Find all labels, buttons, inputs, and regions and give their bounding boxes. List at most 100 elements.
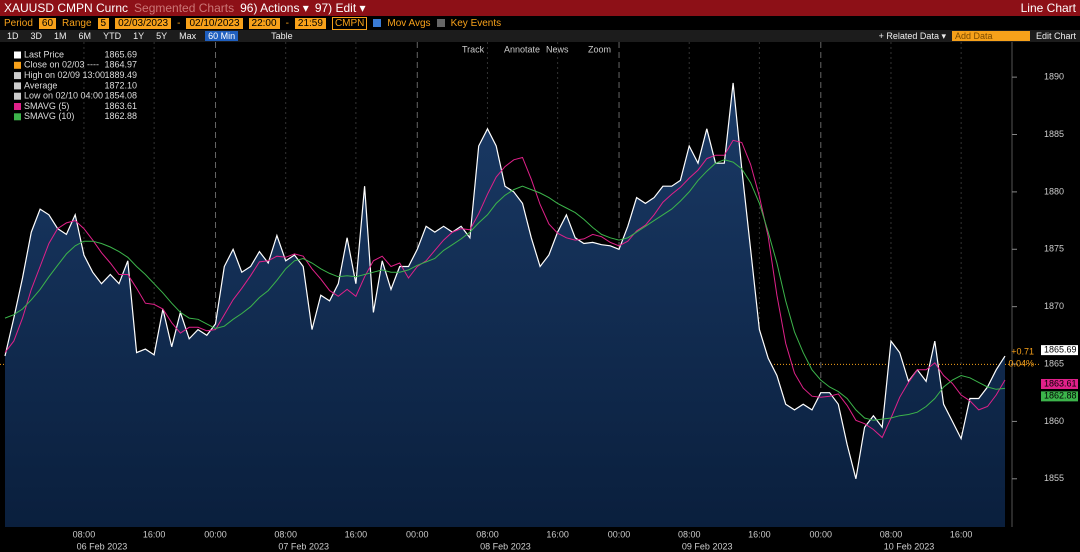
range-button[interactable]: 1Y <box>133 31 145 41</box>
y-tick-label: 1880 <box>1044 186 1064 196</box>
y-tick-label: 1875 <box>1044 244 1064 254</box>
series-line <box>4 139 1006 439</box>
x-tick-label: 16:00 <box>345 529 368 539</box>
y-tick-label: 1885 <box>1044 129 1064 139</box>
range-button[interactable]: Max <box>179 31 197 41</box>
x-tick-label: 00:00 <box>810 529 833 539</box>
legend-swatch <box>14 61 21 69</box>
x-tick-label: 08:00 <box>274 529 297 539</box>
x-tick-label: 00:00 <box>608 529 631 539</box>
legend-value: 1865.69 <box>104 49 137 59</box>
security[interactable]: XAUUSD CMPN Curnc <box>4 1 129 15</box>
date-label: 08 Feb 2023 <box>480 541 531 551</box>
legend-label: High on 02/09 13:00 <box>24 70 105 80</box>
tool: Zoom <box>588 44 611 54</box>
x-tick-label: 08:00 <box>476 529 499 539</box>
change: +0.71 <box>1011 346 1034 356</box>
start-date[interactable]: 02/03/2023 <box>115 17 172 29</box>
chart: Track Annotate News Zoom 1855 1860 1865 1870 187… <box>0 42 1078 551</box>
dash: - <box>177 17 181 29</box>
value-badge-label: 1863.61 <box>1044 378 1077 388</box>
series-line <box>4 159 1006 421</box>
add-data[interactable]: Add Data <box>951 31 1030 41</box>
range[interactable]: 5 <box>97 17 110 29</box>
legend-swatch <box>14 82 21 90</box>
date-label: 09 Feb 2023 <box>682 541 733 551</box>
range-button[interactable]: 5Y <box>156 31 168 41</box>
label: Period <box>4 17 33 29</box>
change-pct: 0.04% <box>1008 358 1034 368</box>
series-line <box>4 82 1006 479</box>
value-badge-label: 1862.88 <box>1044 391 1077 401</box>
checkbox[interactable] <box>436 19 445 27</box>
date-label: 06 Feb 2023 <box>77 541 128 551</box>
legend-value: 1864.97 <box>104 60 137 70</box>
x-tick-label: 16:00 <box>143 529 166 539</box>
y-tick-label: 1865 <box>1044 358 1064 368</box>
tool: Track <box>462 44 485 54</box>
range-button[interactable]: 6M <box>78 31 92 41</box>
legend-label: SMAVG (5) <box>24 101 69 111</box>
y-tick-label: 1870 <box>1044 301 1064 311</box>
x-tick-label: 00:00 <box>406 529 429 539</box>
legend-swatch <box>14 72 21 80</box>
y-tick-label: 1890 <box>1044 72 1064 82</box>
legend-label: Close on 02/03 ---- <box>24 60 99 70</box>
chart-kind: Line Chart <box>1020 1 1076 15</box>
legend-label: Low on 02/10 04:00 <box>24 91 103 101</box>
start-time[interactable]: 22:00 <box>248 17 280 29</box>
legend-label: SMAVG (10) <box>24 111 74 121</box>
y-tick-label: 1860 <box>1044 416 1064 426</box>
legend-value: 1889.49 <box>104 70 137 80</box>
legend-value: 1854.08 <box>104 91 137 101</box>
actions[interactable]: 96) Actions ▾ <box>240 1 309 15</box>
mov-avgs[interactable]: Mov Avgs <box>387 17 431 29</box>
x-tick-label: 08:00 <box>73 529 96 539</box>
label: Range <box>62 17 92 29</box>
tool: Annotate <box>504 44 540 54</box>
x-tick-label: 16:00 <box>950 529 973 539</box>
value-badge <box>1041 345 1078 356</box>
legend-swatch <box>14 51 21 59</box>
tool: News <box>546 44 569 54</box>
x-tick-label: 08:00 <box>880 529 903 539</box>
end-time[interactable]: 21:59 <box>294 17 326 29</box>
range-button[interactable]: 1D <box>7 31 19 41</box>
value-badge-label: 1865.69 <box>1044 344 1077 354</box>
edit-chart[interactable]: Edit Chart <box>1035 31 1076 41</box>
range-button[interactable]: 3D <box>30 31 43 41</box>
checkbox[interactable] <box>373 19 382 27</box>
legend-value: 1862.88 <box>104 111 137 121</box>
legend-label: Last Price <box>24 49 64 59</box>
legend-swatch <box>14 103 21 110</box>
period[interactable]: 60 <box>38 17 57 29</box>
legend-swatch <box>14 92 21 100</box>
title-bar: XAUUSD CMPN Curnc Segmented Charts 96) A… <box>0 0 1080 16</box>
range-button[interactable]: 1M <box>54 31 67 41</box>
segmented[interactable]: Segmented Charts <box>134 1 235 15</box>
legend-value: 1863.61 <box>104 101 137 111</box>
x-tick-label: 16:00 <box>748 529 771 539</box>
table[interactable]: Table <box>271 31 293 41</box>
edit[interactable]: 97) Edit ▾ <box>314 1 366 15</box>
price-area <box>5 82 1005 528</box>
range-buttons: 1D 3D 1M 6M YTD 1Y 5Y Max 60 Min <box>4 31 239 41</box>
end-date[interactable]: 02/10/2023 <box>186 17 243 29</box>
legend-label: Average <box>24 80 57 90</box>
dash: - <box>285 17 289 29</box>
settings-bar: Period 60 Range 5 02/03/2023 - 02/10/202… <box>0 16 1080 30</box>
date-label: 10 Feb 2023 <box>884 541 935 551</box>
legend-value: 1872.10 <box>104 80 137 90</box>
related[interactable]: + Related Data ▾ <box>878 30 946 41</box>
x-tick-label: 16:00 <box>546 529 569 539</box>
x-tick-label: 08:00 <box>678 529 701 539</box>
value-badge <box>1041 378 1078 389</box>
legend-swatch <box>14 113 21 121</box>
range-button[interactable]: 60 Min <box>205 31 239 41</box>
key-events[interactable]: Key Events <box>450 17 502 29</box>
date-label: 07 Feb 2023 <box>278 541 329 551</box>
range-bar: 1D 3D 1M 6M YTD 1Y 5Y Max 60 Min Table + Related… <box>0 30 1080 42</box>
source[interactable]: CMPN <box>331 16 368 30</box>
range-button[interactable]: YTD <box>103 31 122 41</box>
